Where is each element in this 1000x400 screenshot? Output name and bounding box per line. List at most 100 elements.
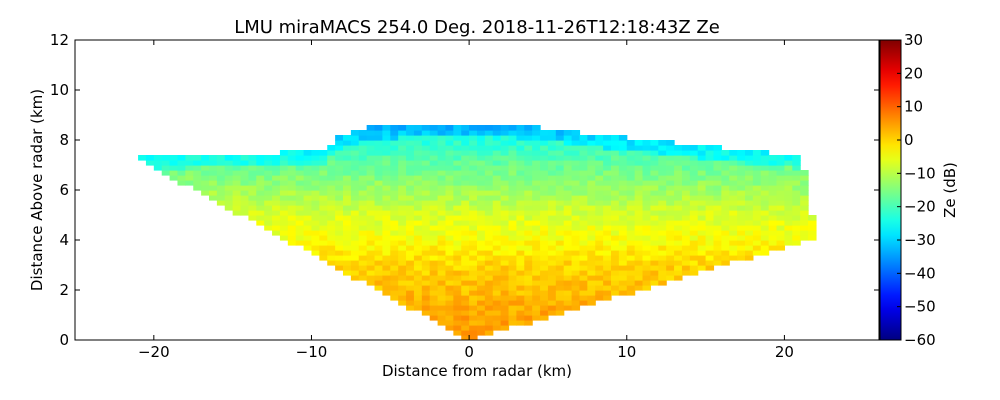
reflectivity-cell — [138, 155, 147, 161]
reflectivity-cell — [358, 225, 368, 231]
reflectivity-cell — [303, 150, 313, 156]
reflectivity-cell — [768, 210, 778, 216]
reflectivity-cell — [429, 175, 439, 181]
reflectivity-cell — [508, 245, 518, 251]
reflectivity-cell — [429, 195, 439, 201]
reflectivity-cell — [484, 235, 494, 241]
reflectivity-cell — [626, 165, 636, 171]
reflectivity-cell — [390, 255, 399, 261]
reflectivity-cell — [508, 215, 518, 221]
reflectivity-cell — [587, 290, 596, 296]
reflectivity-cell — [697, 245, 707, 251]
reflectivity-cell — [484, 230, 494, 236]
reflectivity-cell — [335, 185, 344, 191]
reflectivity-cell — [642, 155, 652, 161]
reflectivity-cell — [295, 190, 305, 196]
reflectivity-cell — [776, 220, 786, 226]
reflectivity-cell — [776, 175, 786, 181]
reflectivity-cell — [327, 150, 336, 156]
reflectivity-cell — [264, 165, 273, 171]
reflectivity-cell — [555, 205, 565, 211]
reflectivity-cell — [571, 275, 581, 281]
reflectivity-cell — [618, 165, 628, 171]
reflectivity-cell — [413, 185, 423, 191]
reflectivity-cell — [563, 280, 573, 286]
reflectivity-cell — [279, 190, 289, 196]
reflectivity-cell — [705, 210, 715, 216]
reflectivity-cell — [768, 245, 778, 251]
reflectivity-cell — [390, 125, 399, 131]
reflectivity-cell — [413, 300, 423, 306]
reflectivity-cell — [555, 240, 565, 246]
reflectivity-cell — [335, 170, 344, 176]
reflectivity-cell — [469, 195, 478, 201]
reflectivity-cell — [689, 265, 699, 271]
reflectivity-cell — [469, 270, 478, 276]
reflectivity-cell — [634, 200, 644, 206]
reflectivity-cell — [256, 195, 265, 201]
reflectivity-cell — [760, 250, 770, 256]
reflectivity-cell — [366, 195, 376, 201]
reflectivity-cell — [666, 205, 675, 211]
reflectivity-cell — [445, 250, 454, 256]
reflectivity-cell — [429, 140, 439, 146]
reflectivity-cell — [429, 290, 439, 296]
reflectivity-cell — [413, 205, 423, 211]
reflectivity-cell — [524, 160, 533, 166]
reflectivity-cell — [800, 185, 809, 191]
reflectivity-cell — [358, 220, 368, 226]
reflectivity-cell — [674, 205, 683, 211]
reflectivity-cell — [658, 145, 667, 151]
colorbar-tick-label: 0 — [904, 131, 914, 149]
reflectivity-cell — [421, 170, 431, 176]
reflectivity-cell — [453, 135, 462, 141]
reflectivity-cell — [287, 230, 297, 236]
reflectivity-cell — [500, 220, 510, 226]
reflectivity-cell — [469, 160, 478, 166]
reflectivity-cell — [524, 280, 533, 286]
reflectivity-cell — [311, 245, 320, 251]
reflectivity-cell — [532, 165, 541, 171]
reflectivity-cell — [689, 150, 699, 156]
reflectivity-cell — [201, 160, 210, 166]
reflectivity-cell — [437, 195, 447, 201]
reflectivity-cell — [500, 240, 510, 246]
reflectivity-cell — [398, 195, 407, 201]
reflectivity-cell — [406, 210, 415, 216]
reflectivity-cell — [429, 170, 439, 176]
reflectivity-cell — [453, 205, 462, 211]
reflectivity-cell — [681, 190, 691, 196]
reflectivity-cell — [721, 150, 730, 156]
reflectivity-cell — [500, 180, 510, 186]
reflectivity-cell — [264, 205, 273, 211]
reflectivity-cell — [390, 170, 399, 176]
reflectivity-cell — [563, 305, 573, 311]
reflectivity-cell — [587, 280, 596, 286]
reflectivity-cell — [784, 235, 793, 241]
reflectivity-cell — [461, 200, 470, 206]
reflectivity-cell — [729, 215, 738, 221]
reflectivity-cell — [508, 240, 518, 246]
reflectivity-cell — [382, 175, 391, 181]
reflectivity-cell — [350, 270, 360, 276]
reflectivity-cell — [524, 215, 533, 221]
reflectivity-cell — [721, 195, 730, 201]
reflectivity-cell — [532, 225, 541, 231]
reflectivity-cell — [579, 255, 588, 261]
reflectivity-cell — [437, 160, 447, 166]
reflectivity-cell — [737, 205, 746, 211]
reflectivity-cell — [776, 185, 786, 191]
reflectivity-cell — [729, 220, 738, 226]
reflectivity-cell — [563, 225, 573, 231]
reflectivity-cell — [784, 240, 793, 246]
reflectivity-cell — [477, 285, 486, 291]
reflectivity-cell — [374, 285, 384, 291]
reflectivity-cell — [618, 280, 628, 286]
reflectivity-cell — [626, 285, 636, 291]
reflectivity-cell — [216, 165, 226, 171]
reflectivity-cell — [272, 205, 281, 211]
reflectivity-cell — [500, 135, 510, 141]
reflectivity-cell — [634, 155, 644, 161]
reflectivity-cell — [264, 160, 273, 166]
